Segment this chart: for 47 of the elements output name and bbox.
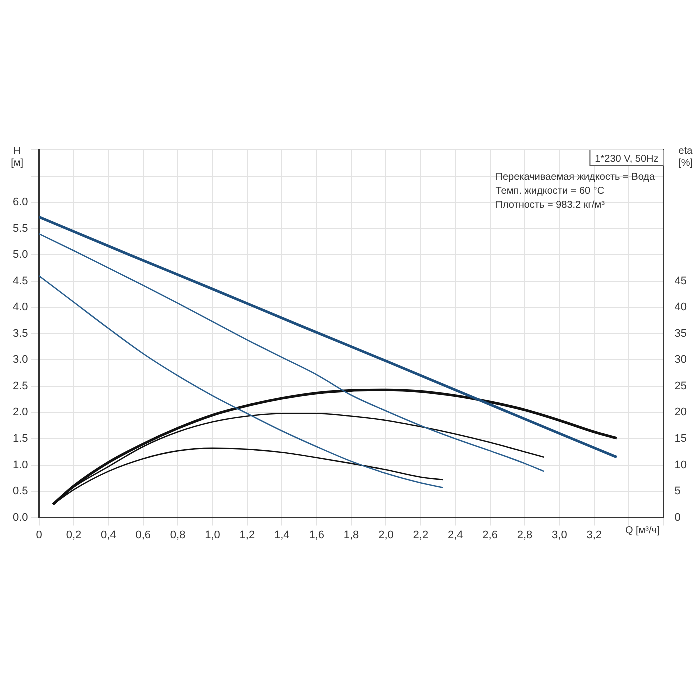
x-tick-label: 0,2: [66, 529, 82, 542]
y-tick-label: 0.0: [12, 512, 28, 524]
x-tick-label: 2,4: [448, 529, 464, 542]
y2-tick-label: 10: [674, 459, 688, 472]
x-tick-label: 2,2: [413, 529, 429, 542]
annotation: 1*230 V, 50Hz: [595, 154, 659, 165]
x-tick-label: 0: [36, 529, 42, 542]
x-tick-label: 1,8: [344, 529, 360, 542]
x-tick-label: 3,0: [552, 529, 568, 542]
y-tick-label: 4.5: [12, 275, 28, 288]
y-tick-label: 3.5: [12, 328, 28, 340]
x-tick-label: 1,2: [240, 529, 256, 542]
y-tick-label: 1.0: [12, 459, 28, 472]
x-tick-label: 0,8: [170, 529, 186, 542]
y-tick-label: 0.5: [12, 486, 28, 498]
annotation: Плотность = 983.2 кг/м³: [496, 200, 606, 211]
y2-tick-label: 20: [674, 406, 688, 419]
x-tick-label: 1,0: [205, 529, 220, 542]
y2-tick-label: 15: [674, 433, 688, 446]
y2-tick-label: 40: [674, 302, 688, 314]
y-tick-label: 3.0: [12, 354, 28, 366]
x-tick-label: 2,8: [517, 529, 533, 542]
x-axis-title: Q [м³/ч]: [625, 526, 660, 537]
y-tick-label: 4.0: [12, 302, 28, 314]
y2-tick-label: 30: [674, 354, 688, 366]
y-tick-label: 6.0: [12, 196, 28, 209]
y2-tick-label: 25: [674, 380, 688, 392]
x-tick-label: 1,6: [309, 529, 324, 542]
x-tick-label: 2,6: [482, 529, 498, 542]
x-tick-label: 1,4: [274, 529, 290, 542]
y2-axis-title: eta [%]: [678, 146, 694, 169]
y-tick-label: 5.5: [12, 222, 28, 235]
annotation: Перекачиваемая жидкость = Вода: [496, 172, 656, 183]
y2-tick-label: 0: [674, 512, 681, 524]
y2-tick-label: 35: [674, 328, 688, 340]
x-tick-label: 0,6: [136, 529, 152, 542]
y-axis-title: H [м]: [11, 146, 24, 169]
y-tick-label: 2.0: [12, 406, 28, 419]
y-tick-label: 2.5: [12, 380, 28, 392]
y2-tick-label: 45: [674, 275, 688, 288]
annotation: Темп. жидкости = 60 °C: [496, 186, 605, 197]
x-tick-label: 0,4: [101, 529, 116, 542]
y2-tick-label: 5: [674, 486, 681, 498]
x-tick-label: 3,2: [586, 529, 602, 542]
x-tick-label: 2,0: [378, 529, 394, 542]
y-tick-label: 5.0: [12, 249, 28, 262]
y-tick-label: 1.5: [12, 433, 28, 446]
